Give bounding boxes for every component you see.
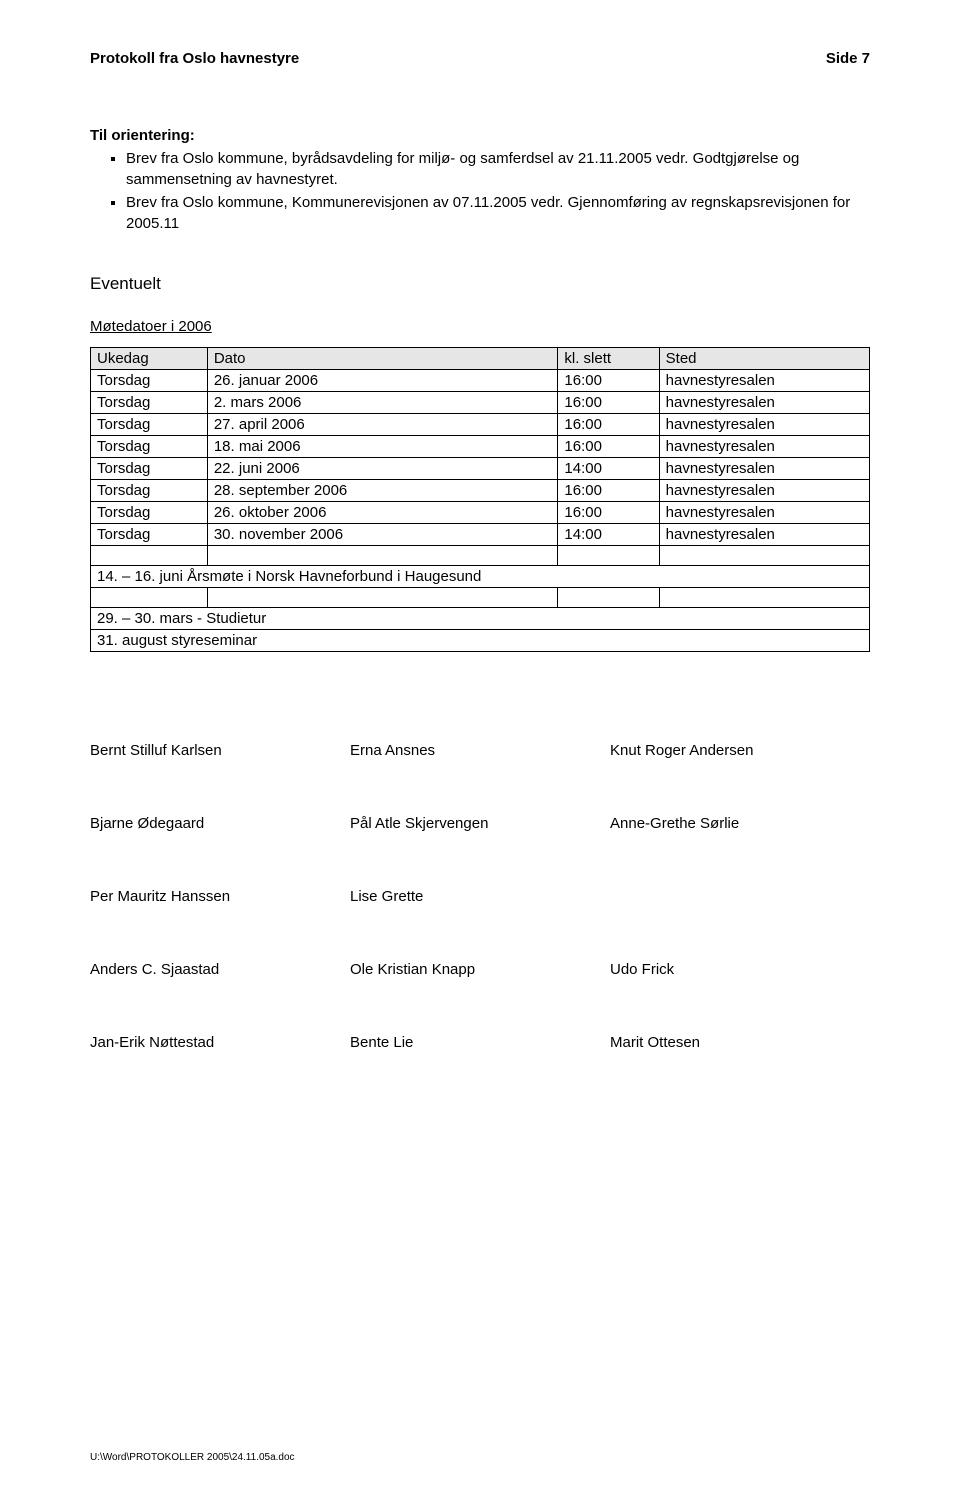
signature-name: Jan-Erik Nøttestad bbox=[90, 1034, 350, 1051]
signature-row: Bjarne Ødegaard Pål Atle Skjervengen Ann… bbox=[90, 815, 870, 832]
motedatoer-heading: Møtedatoer i 2006 bbox=[90, 318, 870, 335]
table-note-row: 31. august styreseminar bbox=[91, 630, 870, 652]
table-row: Torsdag 27. april 2006 16:00 havnestyres… bbox=[91, 414, 870, 436]
signature-name: Bente Lie bbox=[350, 1034, 610, 1051]
cell: havnestyresalen bbox=[659, 370, 869, 392]
list-item: Brev fra Oslo kommune, byrådsavdeling fo… bbox=[126, 148, 870, 190]
cell: 26. oktober 2006 bbox=[207, 502, 558, 524]
signature-name: Per Mauritz Hanssen bbox=[90, 888, 350, 905]
eventuelt-heading: Eventuelt bbox=[90, 274, 870, 294]
list-item: Brev fra Oslo kommune, Kommunerevisjonen… bbox=[126, 192, 870, 234]
cell: havnestyresalen bbox=[659, 392, 869, 414]
cell: 2. mars 2006 bbox=[207, 392, 558, 414]
cell: Torsdag bbox=[91, 480, 208, 502]
signature-name: Knut Roger Andersen bbox=[610, 742, 870, 759]
cell: Torsdag bbox=[91, 502, 208, 524]
table-note-row: 29. – 30. mars - Studietur bbox=[91, 608, 870, 630]
signature-name: Pål Atle Skjervengen bbox=[350, 815, 610, 832]
orientering-list: Brev fra Oslo kommune, byrådsavdeling fo… bbox=[90, 148, 870, 234]
header-right: Side 7 bbox=[826, 50, 870, 67]
signatures-block: Bernt Stilluf Karlsen Erna Ansnes Knut R… bbox=[90, 742, 870, 1051]
dates-table: Ukedag Dato kl. slett Sted Torsdag 26. j… bbox=[90, 347, 870, 652]
cell: Torsdag bbox=[91, 458, 208, 480]
cell: 26. januar 2006 bbox=[207, 370, 558, 392]
cell: 16:00 bbox=[558, 392, 659, 414]
cell: havnestyresalen bbox=[659, 524, 869, 546]
table-row: Torsdag 26. oktober 2006 16:00 havnestyr… bbox=[91, 502, 870, 524]
signature-name: Udo Frick bbox=[610, 961, 870, 978]
cell: 16:00 bbox=[558, 436, 659, 458]
cell: 28. september 2006 bbox=[207, 480, 558, 502]
page-header: Protokoll fra Oslo havnestyre Side 7 bbox=[90, 50, 870, 67]
th-ukedag: Ukedag bbox=[91, 348, 208, 370]
page: Protokoll fra Oslo havnestyre Side 7 Til… bbox=[0, 0, 960, 1497]
table-row: Torsdag 18. mai 2006 16:00 havnestyresal… bbox=[91, 436, 870, 458]
cell: 14:00 bbox=[558, 524, 659, 546]
cell-note: 29. – 30. mars - Studietur bbox=[91, 608, 870, 630]
cell: 14:00 bbox=[558, 458, 659, 480]
signature-name: Marit Ottesen bbox=[610, 1034, 870, 1051]
cell: 16:00 bbox=[558, 370, 659, 392]
signature-row: Bernt Stilluf Karlsen Erna Ansnes Knut R… bbox=[90, 742, 870, 759]
cell: 22. juni 2006 bbox=[207, 458, 558, 480]
signature-name: Erna Ansnes bbox=[350, 742, 610, 759]
signature-name bbox=[610, 888, 870, 905]
table-note-row: 14. – 16. juni Årsmøte i Norsk Havneforb… bbox=[91, 566, 870, 588]
table-row: Torsdag 2. mars 2006 16:00 havnestyresal… bbox=[91, 392, 870, 414]
signature-name: Ole Kristian Knapp bbox=[350, 961, 610, 978]
header-left: Protokoll fra Oslo havnestyre bbox=[90, 50, 299, 67]
cell-note: 31. august styreseminar bbox=[91, 630, 870, 652]
cell: Torsdag bbox=[91, 414, 208, 436]
cell: 16:00 bbox=[558, 414, 659, 436]
signature-name: Bjarne Ødegaard bbox=[90, 815, 350, 832]
cell: 30. november 2006 bbox=[207, 524, 558, 546]
table-header-row: Ukedag Dato kl. slett Sted bbox=[91, 348, 870, 370]
table-empty-row bbox=[91, 588, 870, 608]
signature-row: Per Mauritz Hanssen Lise Grette bbox=[90, 888, 870, 905]
cell: havnestyresalen bbox=[659, 480, 869, 502]
th-sted: Sted bbox=[659, 348, 869, 370]
signature-name: Bernt Stilluf Karlsen bbox=[90, 742, 350, 759]
signature-row: Jan-Erik Nøttestad Bente Lie Marit Ottes… bbox=[90, 1034, 870, 1051]
cell: 27. april 2006 bbox=[207, 414, 558, 436]
orientering-title: Til orientering: bbox=[90, 127, 870, 144]
signature-row: Anders C. Sjaastad Ole Kristian Knapp Ud… bbox=[90, 961, 870, 978]
table-row: Torsdag 22. juni 2006 14:00 havnestyresa… bbox=[91, 458, 870, 480]
cell: Torsdag bbox=[91, 370, 208, 392]
cell: 16:00 bbox=[558, 480, 659, 502]
table-row: Torsdag 26. januar 2006 16:00 havnestyre… bbox=[91, 370, 870, 392]
signature-name: Anders C. Sjaastad bbox=[90, 961, 350, 978]
th-dato: Dato bbox=[207, 348, 558, 370]
cell: 18. mai 2006 bbox=[207, 436, 558, 458]
th-klslett: kl. slett bbox=[558, 348, 659, 370]
cell-note: 14. – 16. juni Årsmøte i Norsk Havneforb… bbox=[91, 566, 870, 588]
signature-name: Anne-Grethe Sørlie bbox=[610, 815, 870, 832]
cell: 16:00 bbox=[558, 502, 659, 524]
signature-name: Lise Grette bbox=[350, 888, 610, 905]
footer-path: U:\Word\PROTOKOLLER 2005\24.11.05a.doc bbox=[90, 1452, 295, 1463]
cell: havnestyresalen bbox=[659, 502, 869, 524]
table-empty-row bbox=[91, 546, 870, 566]
table-row: Torsdag 28. september 2006 16:00 havnest… bbox=[91, 480, 870, 502]
table-row: Torsdag 30. november 2006 14:00 havnesty… bbox=[91, 524, 870, 546]
cell: havnestyresalen bbox=[659, 414, 869, 436]
cell: havnestyresalen bbox=[659, 458, 869, 480]
cell: havnestyresalen bbox=[659, 436, 869, 458]
cell: Torsdag bbox=[91, 524, 208, 546]
cell: Torsdag bbox=[91, 392, 208, 414]
cell: Torsdag bbox=[91, 436, 208, 458]
